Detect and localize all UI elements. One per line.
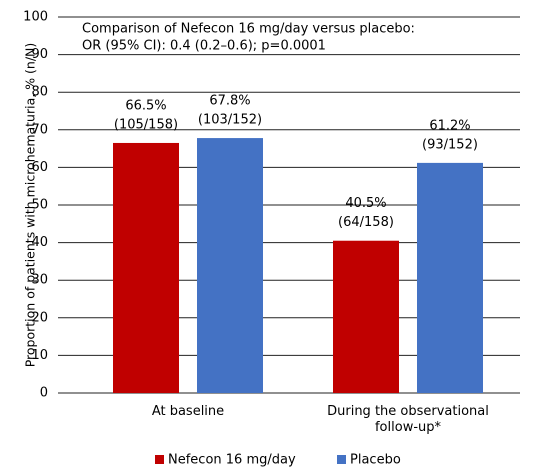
y-tick-label: 40	[31, 235, 48, 250]
bar	[197, 138, 263, 393]
value-label: 40.5%	[345, 196, 386, 211]
count-label: (93/152)	[422, 137, 478, 152]
legend-swatch	[337, 455, 346, 464]
bar	[333, 240, 399, 393]
y-tick-label: 60	[31, 160, 48, 175]
annotation: Comparison of Nefecon 16 mg/day versus p…	[82, 22, 415, 37]
annotation: OR (95% CI): 0.4 (0.2–0.6); p=0.0001	[82, 39, 326, 54]
legend-swatch	[155, 455, 164, 464]
value-label: 61.2%	[429, 118, 470, 133]
y-axis-label: Proportion of patients with microhematur…	[23, 43, 38, 368]
legend-label: Placebo	[350, 453, 401, 468]
bar	[417, 162, 483, 393]
legend-label: Nefecon 16 mg/day	[168, 453, 296, 468]
y-tick-label: 100	[23, 10, 48, 25]
y-tick-label: 80	[31, 85, 48, 100]
y-tick-label: 90	[31, 47, 48, 62]
count-label: (64/158)	[338, 215, 394, 230]
x-tick-label: During the observational follow-up*	[327, 404, 489, 435]
bar	[113, 142, 179, 393]
y-tick-label: 50	[31, 198, 48, 213]
y-tick-label: 20	[31, 310, 48, 325]
x-tick-label: At baseline	[151, 404, 225, 419]
value-label: 67.8%	[209, 94, 250, 109]
y-tick-label: 0	[40, 386, 48, 401]
y-tick-label: 70	[31, 122, 48, 137]
count-label: (103/152)	[198, 113, 262, 128]
y-tick-label: 30	[31, 273, 48, 288]
count-label: (105/158)	[114, 117, 178, 132]
y-tick-label: 10	[31, 348, 48, 363]
value-label: 66.5%	[125, 98, 166, 113]
